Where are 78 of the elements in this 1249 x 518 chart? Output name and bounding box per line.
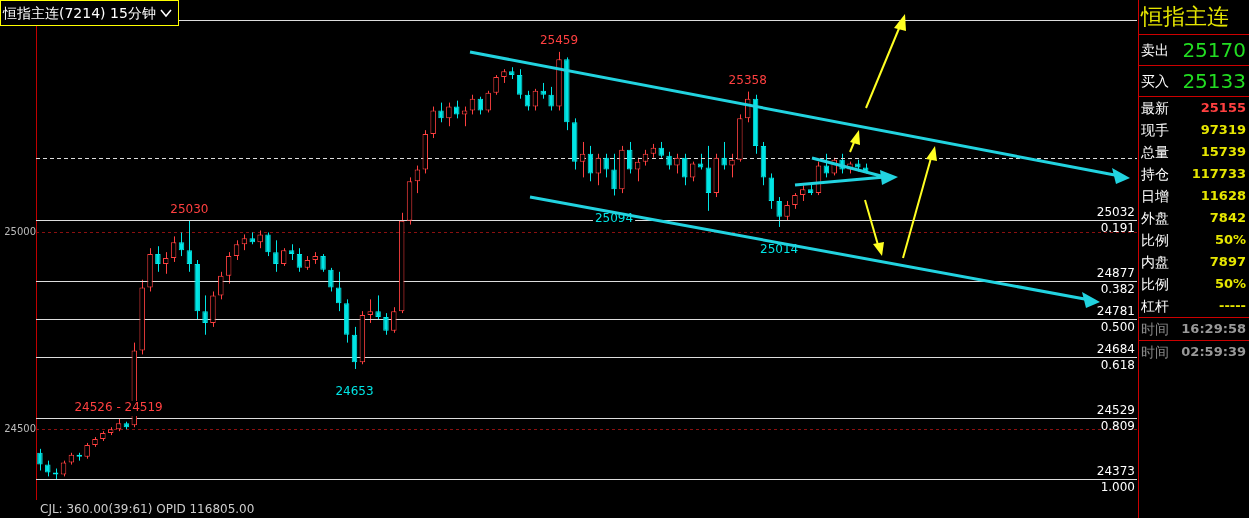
text: 比例 xyxy=(1141,231,1169,250)
candlestick xyxy=(674,153,680,174)
text: 杠杆 xyxy=(1141,297,1169,316)
annotation: 24526 - 24519 xyxy=(74,400,163,415)
annotation: 0.618 xyxy=(1100,357,1135,372)
text: 11628 xyxy=(1200,187,1246,205)
y-tick-label: 24500 xyxy=(4,422,36,434)
ref-line-label: 24684 xyxy=(1096,341,1135,356)
text: 恒指主连 xyxy=(1139,0,1249,35)
text: 买入 xyxy=(1141,72,1169,91)
candlestick xyxy=(682,153,688,186)
text: 持仓 xyxy=(1141,165,1169,184)
text: ----- xyxy=(1219,297,1246,315)
candlestick xyxy=(367,298,373,324)
candlestick xyxy=(391,306,397,334)
candlestick xyxy=(446,102,452,127)
candlestick xyxy=(729,153,735,178)
y-tick-label: 25000 xyxy=(4,226,36,238)
text: 25170 xyxy=(1182,37,1246,64)
candlestick xyxy=(603,153,609,178)
text: 02:59:39 xyxy=(1181,343,1246,361)
annotation: 25358 xyxy=(728,72,767,87)
annotation: 0.809 xyxy=(1100,418,1135,433)
annotation: 0.191 xyxy=(1100,220,1135,235)
candlestick xyxy=(273,239,279,273)
text: 日增 xyxy=(1141,187,1169,206)
ref-line-label: 24529 xyxy=(1096,402,1135,417)
candlestick xyxy=(328,267,334,292)
candlestick xyxy=(493,74,499,96)
annotation: 0.500 xyxy=(1100,319,1135,334)
text: 25155 xyxy=(1200,99,1246,117)
candlestick xyxy=(548,86,554,111)
text: 外盘 xyxy=(1141,209,1169,228)
chart-title: 恒指主连(7214) 15分钟 xyxy=(3,4,156,23)
candlestick xyxy=(438,102,444,123)
text: 现手 xyxy=(1141,121,1169,140)
candlestick xyxy=(485,90,491,113)
text: 15739 xyxy=(1200,143,1246,161)
candlestick xyxy=(776,196,782,228)
candlestick xyxy=(163,251,169,275)
annotation: 24653 xyxy=(335,384,374,399)
candlestick xyxy=(202,294,208,336)
candlestick xyxy=(37,448,43,471)
candlestick xyxy=(375,294,381,320)
text: 总量 xyxy=(1141,143,1169,162)
ref-line-label: 24373 xyxy=(1096,463,1135,478)
text: 时间 xyxy=(1141,320,1169,339)
text: 97319 xyxy=(1200,121,1246,139)
text: CJL: 360.00(39:61) OPID 116805.00 xyxy=(40,502,255,516)
text: 最新 xyxy=(1141,99,1169,118)
ref-line-label: 24781 xyxy=(1096,303,1135,318)
text: 25133 xyxy=(1182,68,1246,95)
text: 50% xyxy=(1214,275,1246,293)
annotation: 25030 xyxy=(170,201,209,216)
candlestick xyxy=(784,200,790,222)
text: 117733 xyxy=(1191,165,1246,183)
candlestick xyxy=(627,141,633,174)
candlestick xyxy=(265,231,271,257)
annotation: 0.382 xyxy=(1100,281,1135,296)
candlestick xyxy=(721,141,727,171)
annotation: 25459 xyxy=(539,32,579,47)
text: 50% xyxy=(1214,231,1246,249)
text: 7897 xyxy=(1209,253,1246,271)
text: 7842 xyxy=(1209,209,1246,227)
text: 比例 xyxy=(1141,275,1169,294)
candlestick xyxy=(155,245,161,273)
text: 时间 xyxy=(1141,343,1169,362)
annotation: 1.000 xyxy=(1100,480,1135,495)
text: 16:29:58 xyxy=(1181,320,1246,338)
candlestick xyxy=(611,153,617,196)
candlestick xyxy=(430,106,436,139)
ref-line-label: 24877 xyxy=(1096,265,1135,280)
text: 内盘 xyxy=(1141,253,1169,272)
ref-line-label: 25032 xyxy=(1096,204,1135,219)
candlestick xyxy=(336,271,342,312)
candlestick xyxy=(383,312,389,336)
candlestick xyxy=(218,271,224,300)
text: 卖出 xyxy=(1141,41,1169,60)
